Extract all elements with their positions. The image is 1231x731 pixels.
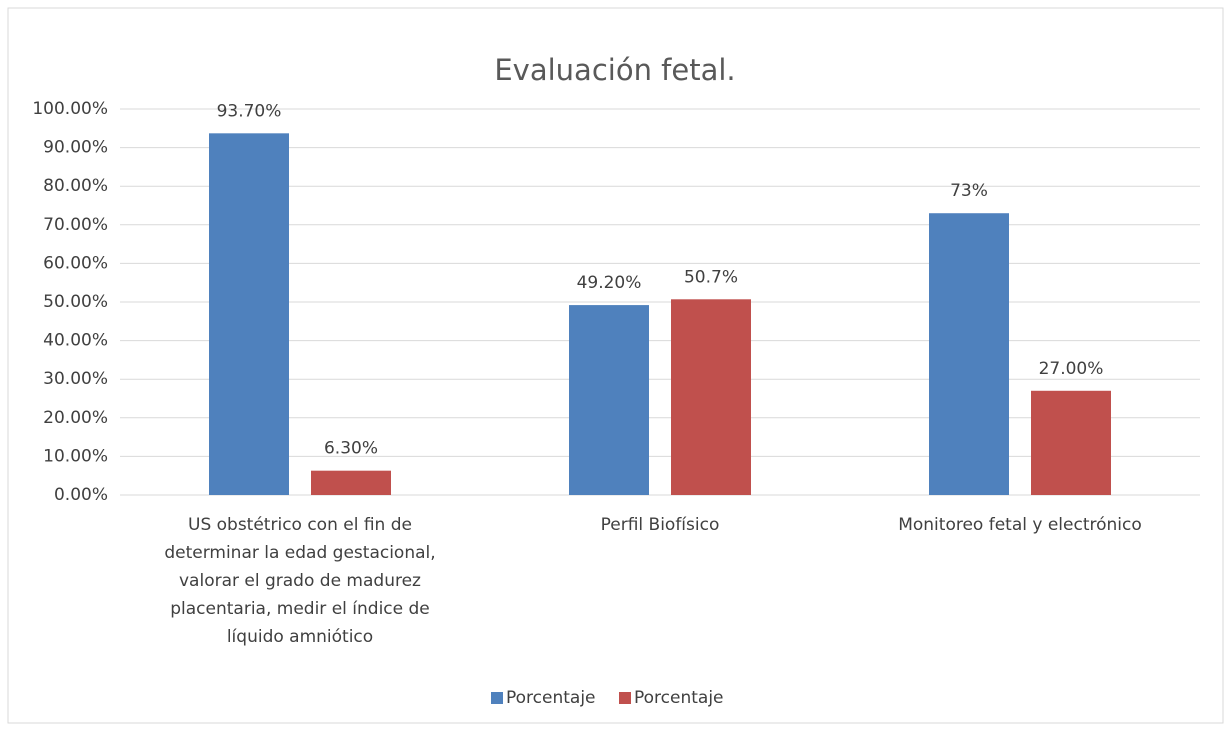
- x-tick-label: Perfil Biofísico: [600, 515, 720, 535]
- y-tick-label: 0.00%: [54, 485, 108, 505]
- bar: [929, 213, 1009, 495]
- y-tick-label: 30.00%: [43, 369, 108, 389]
- y-tick-label: 60.00%: [43, 253, 108, 273]
- data-label: 6.30%: [324, 439, 378, 459]
- y-tick-label: 40.00%: [43, 331, 108, 351]
- bar: [671, 299, 751, 495]
- bar: [209, 133, 289, 495]
- y-tick-label: 90.00%: [43, 138, 108, 158]
- legend-swatch: [491, 692, 503, 704]
- y-tick-label: 100.00%: [32, 99, 108, 119]
- chart-title: Evaluación fetal.: [494, 53, 735, 87]
- y-tick-label: 20.00%: [43, 408, 108, 428]
- bar: [1031, 390, 1111, 495]
- data-label: 50.7%: [684, 267, 738, 287]
- data-label: 49.20%: [577, 273, 642, 293]
- legend-label: Porcentaje: [634, 688, 724, 708]
- x-tick-label: Monitoreo fetal y electrónico: [898, 515, 1142, 535]
- legend-swatch: [619, 692, 631, 704]
- data-label: 73%: [950, 181, 988, 201]
- legend-label: Porcentaje: [506, 688, 596, 708]
- data-label: 93.70%: [217, 101, 282, 121]
- y-tick-label: 70.00%: [43, 215, 108, 235]
- y-tick-label: 80.00%: [43, 176, 108, 196]
- y-tick-label: 10.00%: [43, 446, 108, 466]
- data-label: 27.00%: [1039, 359, 1104, 379]
- y-tick-label: 50.00%: [43, 292, 108, 312]
- bar: [311, 470, 391, 495]
- x-tick-label: US obstétrico con el fin de determinar l…: [164, 515, 436, 647]
- bar: [569, 305, 649, 495]
